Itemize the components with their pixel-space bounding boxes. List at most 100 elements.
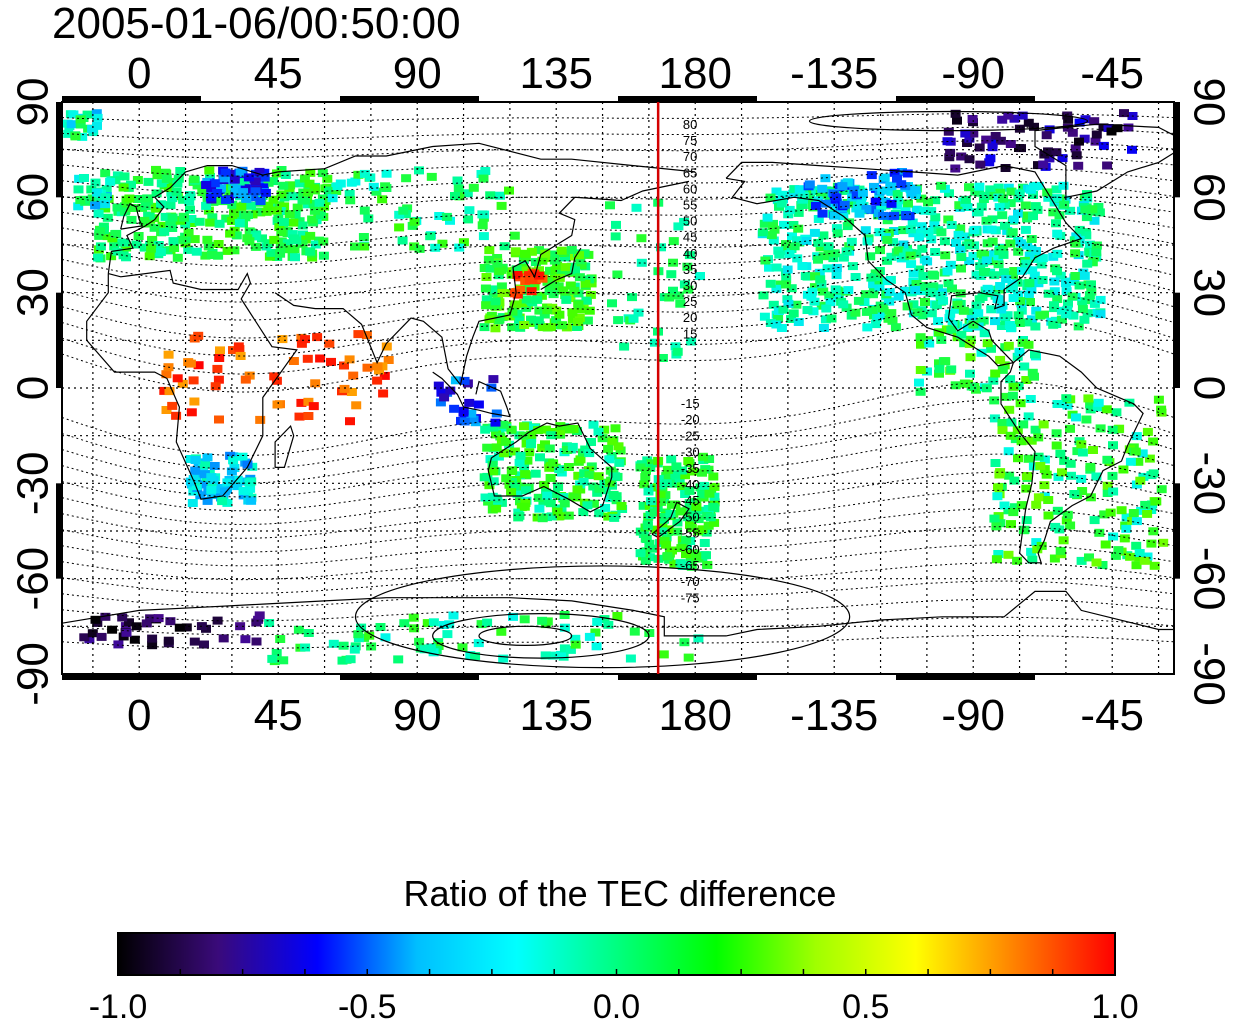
x-tick-label-bottom: 180 <box>659 691 732 740</box>
tec-cell <box>218 634 229 643</box>
tec-cell <box>574 251 584 260</box>
tec-cell <box>482 443 493 452</box>
tec-cell <box>690 509 701 518</box>
tec-cell <box>485 191 496 200</box>
tec-cell <box>93 253 103 262</box>
tec-cell <box>950 164 961 173</box>
tec-cell <box>851 204 862 213</box>
tec-cell <box>294 412 305 421</box>
tec-cell <box>255 415 266 424</box>
tec-cell <box>1029 271 1040 280</box>
tec-cell <box>519 422 529 431</box>
tec-cell <box>409 217 420 226</box>
contour-label: 60 <box>683 181 697 196</box>
tec-cell <box>327 194 338 203</box>
tec-cell <box>450 192 460 200</box>
tec-cell <box>554 512 565 521</box>
mlat-contour <box>62 526 1174 567</box>
tec-cell <box>879 173 890 182</box>
tec-cell <box>708 472 719 481</box>
tec-cell <box>860 226 871 235</box>
mlat-contour <box>62 507 1174 553</box>
tec-cell <box>999 501 1010 510</box>
tec-cell <box>892 174 902 183</box>
tec-cell <box>565 645 576 654</box>
tec-cell <box>810 272 821 281</box>
tec-cell <box>112 203 123 212</box>
tec-cell <box>916 340 926 349</box>
tec-cell <box>1065 459 1076 468</box>
tec-cell <box>675 299 686 308</box>
y-tick-label-left: 90 <box>9 78 58 127</box>
x-tick-label-top: 90 <box>393 49 442 98</box>
tec-cell <box>559 644 570 653</box>
tec-cell <box>962 203 973 211</box>
tec-cell <box>381 342 392 351</box>
tec-cell <box>901 211 912 219</box>
tec-cell <box>887 316 898 325</box>
tec-cell <box>625 654 636 663</box>
tec-cell <box>294 217 305 226</box>
tec-cell <box>683 653 694 662</box>
contour-label: 25 <box>683 294 697 309</box>
tec-cell <box>993 483 1003 492</box>
tec-cell <box>109 242 120 251</box>
tec-cell <box>300 335 310 344</box>
tec-cell <box>908 300 919 309</box>
tec-cell <box>683 285 694 294</box>
tec-cell <box>877 304 888 313</box>
tec-cell <box>1085 400 1096 409</box>
tec-cell <box>791 236 802 245</box>
tec-cell <box>530 258 541 267</box>
colorbar-tick-label: -0.5 <box>338 988 397 1024</box>
tec-cell <box>1065 521 1076 530</box>
tec-cell <box>981 256 992 265</box>
tec-cell <box>981 135 992 144</box>
tec-cell <box>1026 547 1037 556</box>
contour-ellipse <box>432 613 650 659</box>
tec-cell <box>1121 524 1132 533</box>
tec-cell <box>844 242 855 251</box>
tec-cell <box>658 650 669 659</box>
tec-cell <box>693 634 704 643</box>
tec-cell <box>300 643 311 652</box>
tec-cell <box>885 182 896 191</box>
tec-cell <box>777 190 788 199</box>
tec-cell <box>673 222 684 231</box>
tec-cell <box>1012 352 1023 361</box>
tec-cell <box>132 195 143 203</box>
tec-cell <box>348 371 359 380</box>
tec-cell <box>886 309 897 318</box>
tec-cell <box>212 364 223 373</box>
tec-cell <box>999 268 1009 277</box>
tec-cell <box>1091 472 1102 481</box>
tec-cell <box>371 187 382 196</box>
tec-cell <box>640 473 651 482</box>
tec-cell <box>563 463 574 471</box>
tec-cell <box>607 437 618 446</box>
tec-cell <box>1131 517 1142 526</box>
tec-cell <box>1131 561 1142 570</box>
tec-cell <box>958 306 969 315</box>
tec-cell <box>889 168 900 177</box>
frame-bar <box>618 96 757 102</box>
tec-cell <box>462 189 473 198</box>
tec-cell <box>670 470 681 479</box>
tec-cell <box>1028 182 1039 191</box>
tec-cell <box>578 508 589 517</box>
tec-cell <box>786 284 797 293</box>
tec-cell <box>982 284 993 293</box>
tec-cell <box>789 185 800 194</box>
tec-cell <box>317 169 328 178</box>
tec-cell <box>515 497 525 506</box>
tec-cell <box>448 611 459 620</box>
tec-cell <box>542 491 553 500</box>
tec-cell <box>925 288 936 296</box>
tec-cell <box>102 213 113 222</box>
tec-cell <box>804 180 815 189</box>
coastline <box>86 269 298 500</box>
tec-cell <box>95 227 106 236</box>
tec-cell <box>526 440 536 449</box>
tec-cell <box>269 372 280 381</box>
tec-cell <box>1082 309 1093 318</box>
